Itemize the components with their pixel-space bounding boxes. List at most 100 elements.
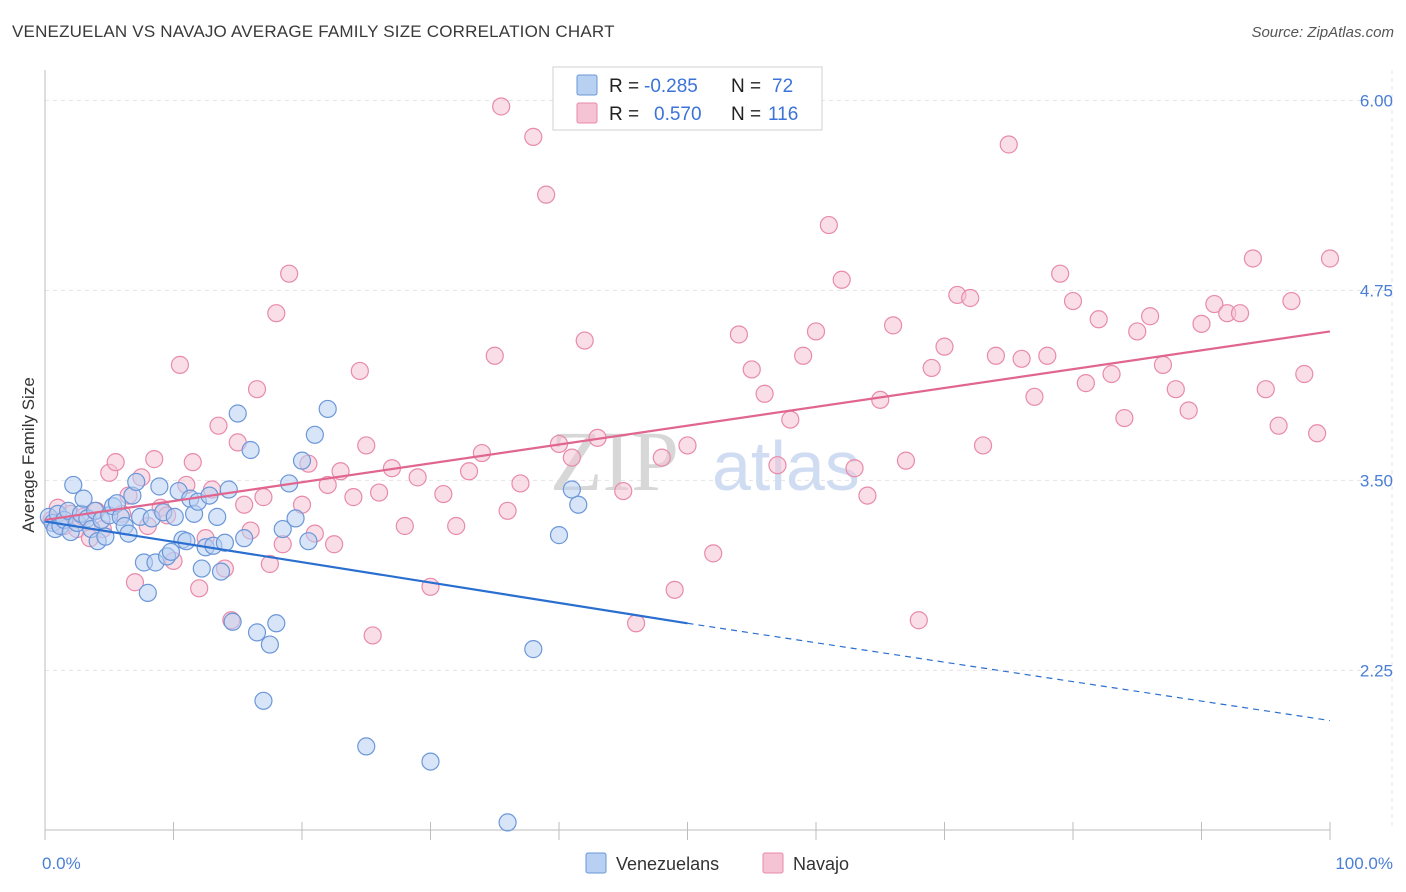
navajo-point-107 [1166, 380, 1185, 399]
venezuelans-point-25 [127, 472, 146, 492]
bottom-legend-swatch-navajo [762, 852, 784, 874]
navajo-point-60 [511, 474, 530, 493]
series-legend: Venezuelans Navajo [585, 852, 849, 874]
navajo-point-105 [1140, 307, 1160, 326]
navajo-point-85 [883, 316, 903, 335]
venezuelans-point-55 [254, 691, 273, 710]
legend-n-value-venezuelans: 72 [772, 76, 793, 97]
venezuelans-point-60 [286, 509, 305, 528]
venezuelans-point-51 [228, 404, 247, 423]
navajo-point-95 [1012, 349, 1031, 368]
navajo-point-119 [1320, 249, 1340, 268]
venezuelans-point-38 [177, 532, 196, 551]
venezuelans-trend-extension [687, 622, 1331, 722]
navajo-point-104 [1128, 322, 1147, 341]
y-tick-label-0: 2.25 [1360, 661, 1393, 680]
navajo-point-70 [665, 580, 684, 599]
legend-r-label-venezuelans: R = [609, 76, 639, 97]
venezuelans-point-8 [64, 475, 83, 495]
venezuelans-point-68 [549, 526, 569, 545]
navajo-point-87 [909, 611, 928, 630]
navajo-point-37 [280, 264, 299, 283]
watermark: ZIP atlas [550, 413, 860, 509]
navajo-point-76 [768, 456, 787, 475]
x-tick-label-min: 0.0% [42, 854, 81, 873]
grid-lines [45, 70, 1393, 830]
legend-n-label-navajo: N = [731, 104, 761, 125]
navajo-point-93 [986, 346, 1006, 365]
navajo-point-102 [1102, 364, 1121, 384]
venezuelans-point-53 [241, 440, 260, 460]
navajo-point-62 [537, 185, 556, 204]
x-tick-label-max: 100.0% [1335, 854, 1393, 873]
navajo-point-69 [652, 448, 671, 467]
navajo-point-97 [1038, 346, 1057, 365]
navajo-point-80 [819, 215, 838, 235]
navajo-point-65 [575, 331, 594, 350]
venezuelans-point-58 [273, 519, 292, 539]
navajo-point-72 [704, 544, 723, 563]
navajo-point-64 [562, 448, 581, 467]
navajo-point-114 [1256, 380, 1275, 399]
venezuelans-point-61 [292, 451, 312, 470]
navajo-point-48 [370, 483, 389, 502]
navajo-point-41 [318, 475, 337, 495]
venezuelans-point-70 [569, 495, 588, 514]
legend-swatch-navajo [576, 102, 598, 124]
navajo-point-94 [999, 135, 1018, 154]
navajo-point-115 [1269, 416, 1288, 435]
correlation-legend: R = -0.285 N = 72 R = 0.570 N = 116 [552, 66, 823, 131]
navajo-point-23 [190, 579, 209, 598]
legend-r-value-navajo: 0.570 [654, 104, 702, 125]
venezuelans-point-47 [211, 562, 231, 581]
venezuelans-point-69 [562, 480, 581, 499]
tick-labels: 2.25 3.50 4.75 6.00 0.0% 100.0% [42, 91, 1393, 873]
trend-lines [44, 330, 1331, 722]
navajo-point-117 [1295, 364, 1314, 384]
navajo-point-13 [125, 573, 145, 592]
navajo-point-59 [498, 501, 517, 520]
venezuelans-point-11 [74, 489, 93, 508]
venezuelans-point-63 [305, 425, 324, 444]
navajo-point-116 [1282, 291, 1301, 311]
navajo-point-55 [459, 462, 479, 481]
venezuelans-point-34 [161, 542, 181, 561]
venezuelans-point-50 [223, 612, 242, 631]
y-tick-label-3: 6.00 [1360, 91, 1393, 110]
venezuelans-point-49 [219, 480, 238, 499]
navajo-point-108 [1179, 401, 1198, 420]
navajo-point-92 [973, 436, 993, 455]
bottom-legend-label-navajo: Navajo [793, 854, 849, 874]
venezuelans-point-48 [215, 533, 234, 552]
navajo-point-33 [254, 488, 273, 507]
venezuelans-point-42 [192, 559, 211, 578]
navajo-points [42, 97, 1340, 645]
navajo-point-34 [260, 554, 279, 574]
navajo-point-58 [492, 97, 511, 116]
venezuelans-point-54 [247, 623, 267, 642]
navajo-point-10 [106, 453, 125, 472]
navajo-point-83 [858, 486, 877, 505]
navajo-point-42 [325, 535, 344, 554]
bottom-legend-swatch-venezuelans [585, 852, 607, 874]
legend-r-label-navajo: R = [609, 104, 639, 125]
navajo-trend-line [44, 330, 1331, 522]
legend-r-value-venezuelans: -0.285 [644, 76, 698, 97]
navajo-point-99 [1063, 291, 1083, 311]
venezuelans-point-62 [299, 532, 318, 551]
venezuelans-point-66 [421, 752, 440, 771]
legend-n-value-navajo: 116 [768, 104, 798, 125]
y-axis-title: Average Family Size [19, 377, 38, 533]
navajo-point-57 [485, 346, 504, 365]
axes [44, 70, 1331, 840]
navajo-point-78 [794, 346, 813, 365]
navajo-point-51 [408, 468, 427, 487]
navajo-point-109 [1192, 314, 1211, 333]
navajo-point-74 [742, 360, 761, 379]
venezuelans-point-35 [165, 507, 184, 526]
navajo-point-75 [755, 384, 774, 403]
navajo-point-53 [434, 484, 453, 504]
venezuelans-point-67 [524, 640, 543, 659]
venezuelans-point-65 [357, 737, 376, 756]
